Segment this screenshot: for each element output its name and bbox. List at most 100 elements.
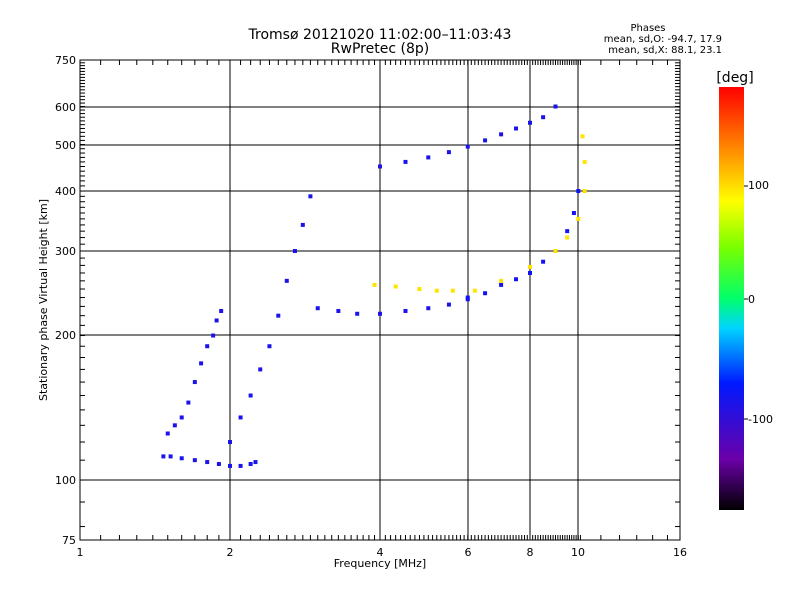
data-point xyxy=(192,380,197,385)
data-point xyxy=(205,460,210,465)
data-point xyxy=(528,270,532,275)
chart-title: Tromsø 20121020 11:02:00–11:03:43 xyxy=(248,27,512,43)
chart-subtitle: RwPretec (8p) xyxy=(331,41,429,57)
x-tick-label: 6 xyxy=(465,546,472,559)
data-point xyxy=(553,104,558,109)
data-point xyxy=(528,120,532,125)
data-point xyxy=(205,344,210,349)
x-axis-label: Frequency [MHz] xyxy=(334,557,426,570)
colorbar xyxy=(719,87,744,510)
data-point xyxy=(465,144,470,149)
data-point xyxy=(292,249,297,254)
data-point xyxy=(403,159,408,164)
data-point xyxy=(228,440,232,445)
data-point xyxy=(528,264,532,269)
data-point xyxy=(211,333,216,338)
data-point xyxy=(308,194,313,199)
data-point xyxy=(238,415,243,420)
data-point xyxy=(403,308,408,313)
data-point xyxy=(276,313,281,318)
data-point xyxy=(253,460,258,465)
x-tick-label: 1 xyxy=(77,546,84,559)
x-tick-label: 8 xyxy=(527,546,534,559)
data-point xyxy=(426,306,431,311)
stats-title: Phases xyxy=(630,23,665,34)
data-point xyxy=(499,278,504,283)
data-point xyxy=(541,115,546,120)
data-point xyxy=(483,291,488,296)
x-tick-label: 2 xyxy=(227,546,234,559)
minor-ticks xyxy=(79,59,680,540)
x-tick-label: 16 xyxy=(673,546,687,559)
y-tick-label: 400 xyxy=(55,185,76,198)
data-point xyxy=(393,284,398,289)
data-point xyxy=(446,150,451,155)
y-tick-label: 600 xyxy=(55,101,76,114)
colorbar-tick-label: -100 xyxy=(748,413,773,426)
data-point xyxy=(378,311,382,316)
colorbar-tick-label: 0 xyxy=(748,293,755,306)
data-point xyxy=(192,458,197,463)
data-point xyxy=(446,302,451,307)
data-point xyxy=(219,308,224,313)
data-point xyxy=(228,463,232,468)
data-point xyxy=(580,134,585,139)
data-point xyxy=(576,216,581,221)
data-point xyxy=(499,282,504,287)
colorbar-label: [deg] xyxy=(716,70,753,86)
data-point xyxy=(472,288,477,293)
y-tick-label: 300 xyxy=(55,245,76,258)
data-point xyxy=(186,400,191,405)
data-point xyxy=(434,288,439,293)
data-point xyxy=(553,249,558,254)
data-point xyxy=(417,287,422,292)
data-point xyxy=(238,463,243,468)
data-point xyxy=(576,189,581,194)
x-tick-label: 10 xyxy=(571,546,585,559)
data-point xyxy=(179,456,184,461)
x-tick-label: 4 xyxy=(377,546,384,559)
data-point xyxy=(267,344,272,349)
data-point xyxy=(582,159,587,164)
x-gridlines xyxy=(229,60,579,540)
data-point xyxy=(168,454,173,459)
data-point xyxy=(214,318,219,323)
data-point xyxy=(179,415,184,420)
stats-line-o: mean, sd,O: -94.7, 17.9 xyxy=(604,34,722,45)
data-point xyxy=(565,229,570,234)
data-point xyxy=(248,461,253,466)
y-tick-label: 500 xyxy=(55,139,76,152)
data-point xyxy=(199,361,204,366)
data-point xyxy=(372,282,377,287)
data-point xyxy=(315,306,320,311)
y-tick-label: 200 xyxy=(55,329,76,342)
data-point xyxy=(172,423,177,428)
data-point xyxy=(541,259,546,264)
data-points xyxy=(161,104,587,468)
data-point xyxy=(450,288,455,293)
data-point xyxy=(465,295,470,300)
data-point xyxy=(378,164,382,169)
data-point xyxy=(426,155,431,160)
data-point xyxy=(216,461,221,466)
x-tick-labels: 1 2 4 6 8 10 16 xyxy=(77,546,688,559)
y-tick-label: 100 xyxy=(55,474,76,487)
data-point xyxy=(165,431,170,436)
data-point xyxy=(161,454,166,459)
data-point xyxy=(582,189,587,194)
y-tick-label: 75 xyxy=(62,534,76,547)
data-point xyxy=(300,222,305,227)
data-point xyxy=(336,308,341,313)
data-point xyxy=(355,311,360,316)
data-point xyxy=(284,278,289,283)
data-point xyxy=(258,367,263,372)
data-point xyxy=(499,132,504,137)
colorbar-tick-label: 100 xyxy=(748,179,769,192)
y-tick-labels: 75 100 200 300 400 500 600 750 xyxy=(55,54,76,547)
y-tick-label: 750 xyxy=(55,54,76,67)
data-point xyxy=(248,393,253,398)
data-point xyxy=(565,235,570,240)
y-axis-label: Stationary phase Virtual Height [km] xyxy=(37,199,50,401)
data-point xyxy=(483,138,488,143)
